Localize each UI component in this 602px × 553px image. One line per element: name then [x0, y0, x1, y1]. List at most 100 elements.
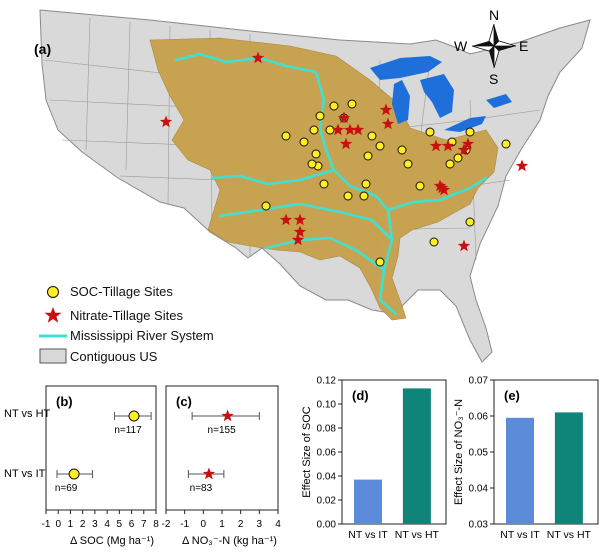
- panel-e-label: (e): [504, 388, 520, 403]
- x-tick-label: 4: [275, 519, 281, 530]
- nitrate-site-star: [429, 139, 443, 152]
- legend-nitrate: Nitrate-Tillage Sites: [36, 306, 183, 324]
- bar: [354, 479, 382, 524]
- x-tick-label: 2: [80, 519, 86, 530]
- soc-sites: [261, 99, 511, 267]
- category-label: NT vs IT: [500, 529, 540, 541]
- panel-b-frame: [45, 385, 157, 511]
- legend-river-label: Mississippi River System: [70, 328, 214, 343]
- nitrate-site-star: [293, 225, 307, 238]
- panel-d-ylabel: Effect Size of SOC: [301, 406, 313, 498]
- nitrate-site-star: [441, 139, 455, 152]
- nitrate-site-star: [457, 143, 471, 156]
- legend-soc-label: SOC-Tillage Sites: [70, 284, 173, 299]
- bar: [402, 388, 431, 524]
- legend-soc: SOC-Tillage Sites: [36, 284, 173, 299]
- x-tick-label: -1: [42, 519, 51, 530]
- gray-box-icon: [36, 348, 70, 364]
- legend-river: Mississippi River System: [36, 328, 214, 343]
- nitrate-site-star: [337, 111, 351, 124]
- y-tick-label: 0.05: [469, 448, 489, 459]
- great-lakes: [370, 56, 512, 132]
- compass-e: E: [519, 38, 528, 54]
- bar: [554, 412, 583, 524]
- mean-point: [128, 410, 140, 422]
- nitrate-site-star: [279, 213, 293, 226]
- river-line-icon: [36, 333, 70, 339]
- nitrate-site-star: [457, 239, 471, 252]
- x-tick-label: 7: [141, 519, 147, 530]
- map-panel-label: (a): [34, 41, 51, 57]
- x-tick-label: 8: [153, 519, 159, 530]
- x-tick-label: 1: [68, 519, 74, 530]
- y-tick-label: 0.07: [469, 376, 489, 387]
- nitrate-site-star: [159, 115, 173, 128]
- legend-us-label: Contiguous US: [70, 348, 158, 364]
- row-label-ht: NT vs HT: [4, 408, 51, 420]
- nitrate-site-star: [379, 103, 393, 116]
- compass-w: W: [454, 38, 468, 54]
- y-tick-label: 0.06: [469, 412, 489, 423]
- panel-b-label: (b): [56, 394, 73, 409]
- nitrate-site-star: [351, 123, 365, 136]
- bar-charts: (d) 0.00 0.02 0.04 0.06 0.08 0.10 0.12 NT vs IT…: [301, 376, 599, 541]
- nitrate-site-star: [339, 137, 353, 150]
- y-tick-label: 0.08: [317, 424, 337, 435]
- x-tick-label: 1: [219, 519, 225, 530]
- panel-d-label: (d): [352, 388, 369, 403]
- nitrate-site-star: [433, 179, 447, 192]
- y-tick-label: 0.02: [317, 496, 337, 507]
- yellow-circle-icon: [36, 285, 70, 299]
- nitrate-site-star: [461, 137, 475, 150]
- panel-c-xlabel: Δ NO₃⁻-N (kg ha⁻¹): [182, 535, 277, 547]
- forest-plots: (b) NT vs HT NT vs IT -1 0 1 2 3 4 5 6 7 8n=117n=…: [4, 385, 281, 547]
- x-tick-label: -2: [162, 519, 171, 530]
- legend-us: Contiguous US: [36, 348, 157, 364]
- y-tick-label: 0.04: [469, 484, 489, 495]
- x-tick-label: 2: [238, 519, 244, 530]
- category-label: NT vs HT: [395, 529, 440, 541]
- n-label: n=83: [190, 483, 213, 494]
- mississippi-basin: [149, 37, 499, 321]
- red-star-icon: [36, 306, 70, 324]
- nitrate-site-star: [251, 51, 265, 64]
- n-label: n=69: [55, 483, 78, 494]
- nitrate-site-star: [291, 233, 305, 246]
- y-tick-label: 0.04: [317, 472, 337, 483]
- y-tick-label: 0.12: [317, 376, 337, 387]
- nitrate-site-star: [343, 123, 357, 136]
- x-tick-label: 5: [117, 519, 123, 530]
- us-map: (a) N S E W: [34, 7, 591, 363]
- compass-s: S: [489, 71, 498, 87]
- nitrate-sites: [159, 51, 529, 252]
- x-tick-label: 3: [257, 519, 263, 530]
- panel-e-ylabel: Effect Size of NO₃⁻-N: [453, 399, 465, 505]
- nitrate-site-star: [293, 213, 307, 226]
- category-label: NT vs IT: [348, 529, 388, 541]
- x-tick-label: 4: [104, 519, 110, 530]
- nitrate-site-star: [381, 117, 395, 130]
- y-tick-label: 0.06: [317, 448, 337, 459]
- bar: [506, 417, 534, 524]
- x-tick-label: -1: [180, 519, 189, 530]
- category-label: NT vs HT: [547, 529, 592, 541]
- y-tick-label: 0.03: [469, 520, 489, 531]
- legend-nitrate-label: Nitrate-Tillage Sites: [70, 307, 183, 323]
- y-tick-label: 0.10: [317, 400, 337, 411]
- n-label: n=117: [114, 425, 142, 436]
- nitrate-site-star: [515, 159, 529, 172]
- mississippi-river-system: [174, 52, 488, 316]
- panel-b-xlabel: Δ SOC (Mg ha⁻¹): [70, 535, 154, 547]
- x-tick-label: 0: [55, 519, 61, 530]
- y-tick-label: 0.00: [317, 520, 337, 531]
- nitrate-site-star: [331, 123, 345, 136]
- compass-n: N: [489, 7, 499, 23]
- mean-point: [202, 467, 216, 480]
- x-tick-label: 6: [129, 519, 135, 530]
- x-tick-label: 0: [201, 519, 207, 530]
- n-label: n=155: [208, 425, 237, 436]
- x-tick-label: 3: [92, 519, 98, 530]
- mean-point: [68, 468, 80, 480]
- mean-point: [221, 409, 234, 422]
- compass-rose-icon: N S E W: [454, 7, 528, 87]
